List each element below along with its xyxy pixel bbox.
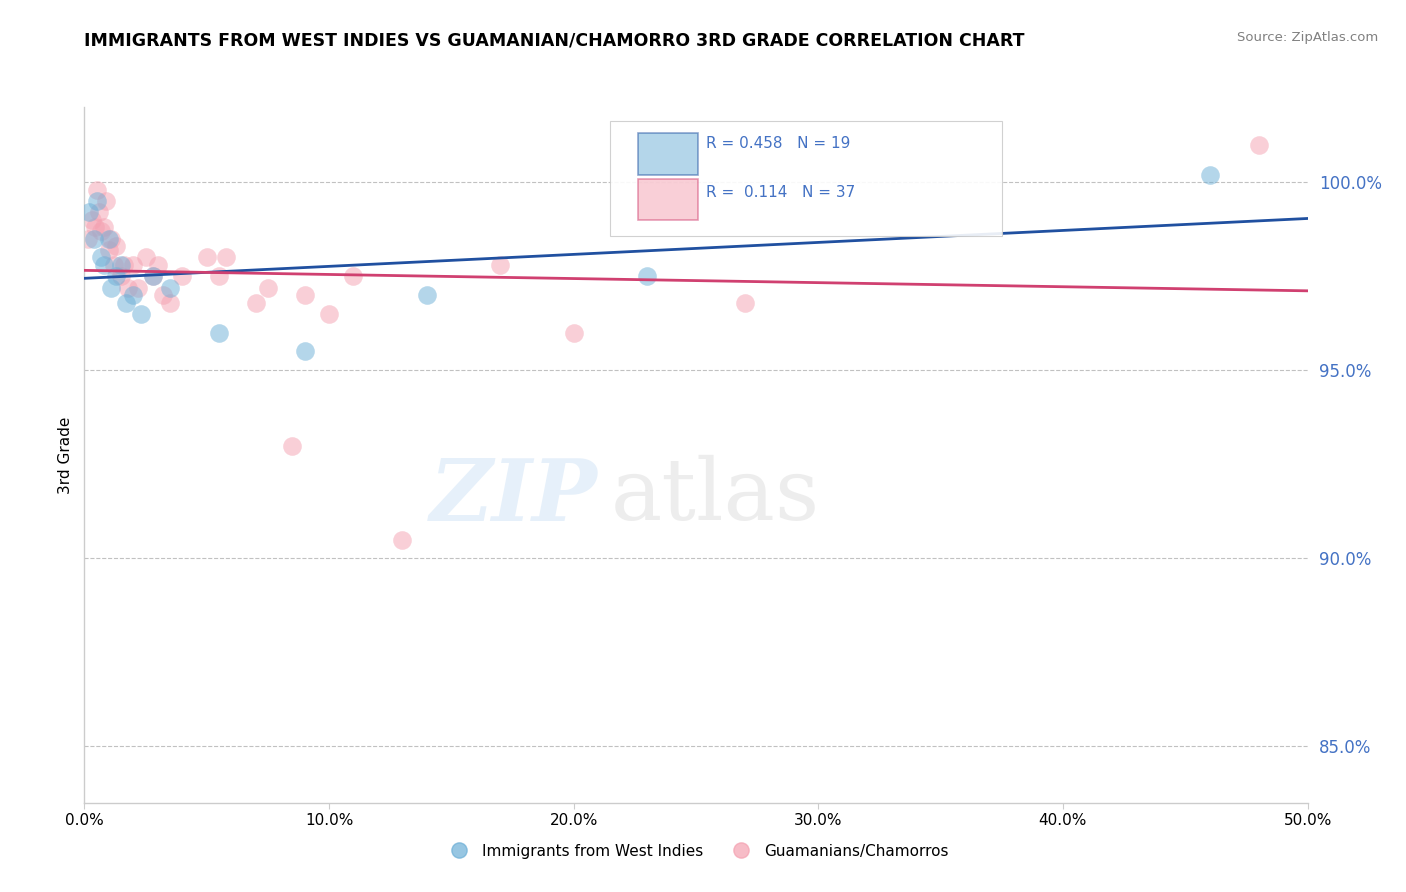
Point <box>105 269 128 284</box>
FancyBboxPatch shape <box>638 178 699 219</box>
Point <box>135 251 157 265</box>
Point <box>215 251 238 265</box>
FancyBboxPatch shape <box>610 121 1001 235</box>
Point <box>129 307 152 321</box>
Point <box>416 288 439 302</box>
Point <box>115 295 138 310</box>
Point <box>159 280 181 294</box>
Point <box>294 288 316 302</box>
Point <box>281 438 304 452</box>
Point <box>97 232 120 246</box>
Point <box>96 194 118 208</box>
Point <box>208 269 231 284</box>
Point <box>245 295 267 310</box>
Text: Source: ZipAtlas.com: Source: ZipAtlas.com <box>1237 31 1378 45</box>
Point <box>1198 168 1220 182</box>
Point <box>342 269 364 284</box>
Point <box>83 232 105 246</box>
Point <box>127 280 149 294</box>
Point <box>208 326 231 340</box>
Point <box>195 251 218 265</box>
Text: atlas: atlas <box>610 455 820 538</box>
Point <box>122 288 145 302</box>
Point <box>80 212 103 227</box>
Point <box>562 326 585 340</box>
Point <box>117 280 139 294</box>
Text: R = 0.458   N = 19: R = 0.458 N = 19 <box>706 136 851 151</box>
Point <box>172 269 194 284</box>
Point <box>93 258 115 272</box>
FancyBboxPatch shape <box>638 134 699 175</box>
Point <box>636 269 658 284</box>
Point <box>87 205 110 219</box>
Point <box>318 307 340 321</box>
Point <box>103 258 125 272</box>
Text: IMMIGRANTS FROM WEST INDIES VS GUAMANIAN/CHAMORRO 3RD GRADE CORRELATION CHART: IMMIGRANTS FROM WEST INDIES VS GUAMANIAN… <box>84 31 1025 49</box>
Point <box>90 224 112 238</box>
Point <box>489 258 512 272</box>
Text: R =  0.114   N = 37: R = 0.114 N = 37 <box>706 186 855 200</box>
Point <box>122 258 145 272</box>
Point <box>294 344 316 359</box>
Point <box>84 220 107 235</box>
Point <box>146 258 169 272</box>
Point <box>110 258 132 272</box>
Point <box>1247 137 1270 152</box>
Point <box>257 280 280 294</box>
Point <box>105 239 128 253</box>
Point <box>86 183 108 197</box>
Point <box>391 533 413 547</box>
Point <box>110 269 132 284</box>
Point <box>100 280 122 294</box>
Point <box>93 220 115 235</box>
Point <box>86 194 108 208</box>
Legend: Immigrants from West Indies, Guamanians/Chamorros: Immigrants from West Indies, Guamanians/… <box>437 838 955 864</box>
Point <box>100 232 122 246</box>
Point <box>77 232 100 246</box>
Point <box>159 295 181 310</box>
Point <box>734 295 756 310</box>
Point <box>152 288 174 302</box>
Point <box>142 269 165 284</box>
Point <box>77 205 100 219</box>
Point <box>90 251 112 265</box>
Point <box>142 269 165 284</box>
Y-axis label: 3rd Grade: 3rd Grade <box>58 417 73 493</box>
Point <box>112 258 135 272</box>
Point <box>97 243 120 257</box>
Text: ZIP: ZIP <box>430 455 598 539</box>
